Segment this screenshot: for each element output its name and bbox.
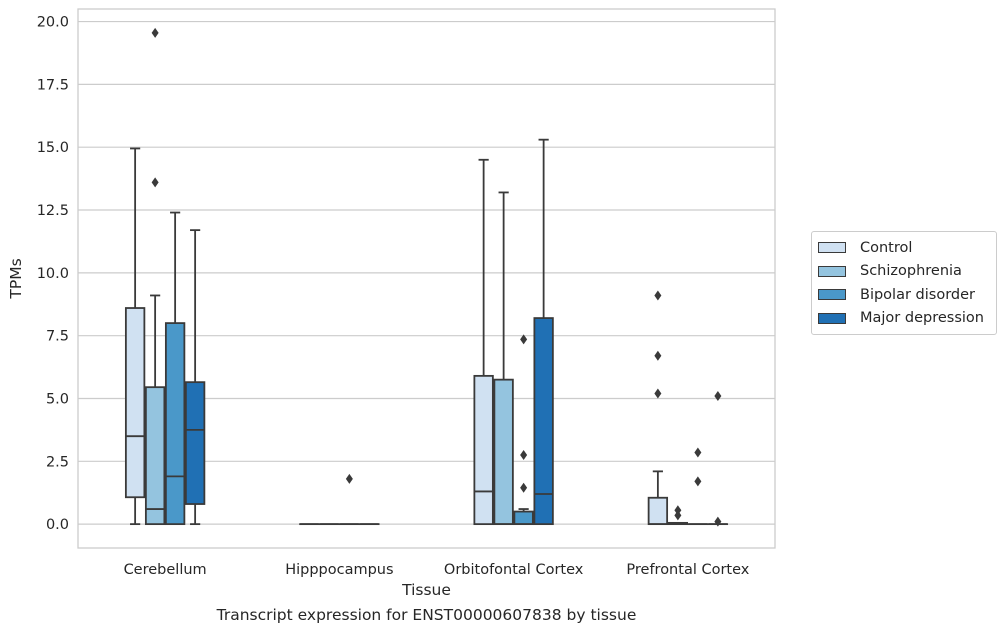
x-tick-label: Orbitofontal Cortex bbox=[444, 562, 584, 578]
legend-swatch bbox=[818, 312, 846, 324]
outlier-point bbox=[151, 177, 159, 188]
box-schizophrenia bbox=[144, 27, 166, 526]
x-axis-label: Tissue bbox=[401, 581, 451, 599]
y-tick-label: 0.0 bbox=[46, 517, 69, 533]
outlier-point bbox=[345, 473, 353, 484]
x-tick-label: Cerebellum bbox=[124, 562, 207, 578]
box-iqr bbox=[124, 307, 146, 499]
y-tick-labels: 0.0 2.5 5.0 7.5 10.0 12.5 15.0 17.5 20.0 bbox=[37, 15, 69, 534]
box-iqr bbox=[184, 381, 206, 505]
box-iqr bbox=[533, 317, 554, 526]
box-major-depression bbox=[707, 390, 729, 527]
x-tick-label: Prefrontal Cortex bbox=[626, 562, 749, 578]
outlier-point bbox=[520, 450, 528, 461]
legend-swatch bbox=[818, 242, 846, 254]
boxes bbox=[124, 27, 729, 527]
outlier-point bbox=[654, 388, 662, 399]
box-control bbox=[124, 147, 146, 526]
legend-label: Major depression bbox=[860, 310, 984, 327]
legend-swatch bbox=[818, 289, 846, 301]
box-bipolar-disorder bbox=[164, 211, 186, 526]
box-bipolar-disorder bbox=[339, 473, 360, 526]
y-tick-label: 12.5 bbox=[37, 203, 69, 219]
outlier-point bbox=[520, 482, 528, 493]
y-tick-label: 5.0 bbox=[46, 391, 69, 407]
legend-swatch bbox=[818, 265, 846, 277]
y-tick-label: 17.5 bbox=[37, 77, 69, 93]
outlier-point bbox=[654, 350, 662, 361]
legend-item: Control bbox=[812, 236, 996, 260]
outlier-point bbox=[151, 27, 159, 38]
chart-caption: Transcript expression for ENST0000060783… bbox=[216, 606, 637, 624]
box-iqr bbox=[493, 378, 514, 526]
outlier-point bbox=[714, 390, 722, 401]
box-control bbox=[473, 158, 494, 526]
y-axis-label: TPMs bbox=[7, 258, 25, 299]
outlier-point bbox=[520, 334, 528, 345]
outlier-point bbox=[674, 510, 682, 521]
y-tick-label: 10.0 bbox=[37, 266, 69, 282]
box-schizophrenia bbox=[667, 505, 689, 526]
y-tick-label: 20.0 bbox=[37, 15, 69, 31]
box-bipolar-disorder bbox=[687, 447, 709, 526]
outlier-point bbox=[694, 476, 702, 487]
y-tick-label: 15.0 bbox=[37, 140, 69, 156]
outlier-point bbox=[714, 516, 722, 527]
legend-label: Schizophrenia bbox=[860, 263, 962, 280]
y-tick-label: 2.5 bbox=[46, 454, 69, 470]
box-major-depression bbox=[184, 229, 206, 526]
legend-item: Schizophrenia bbox=[812, 260, 996, 284]
legend-label: Bipolar disorder bbox=[860, 286, 975, 303]
y-tick-label: 7.5 bbox=[46, 329, 69, 345]
legend-label: Control bbox=[860, 239, 913, 256]
box-schizophrenia bbox=[493, 191, 514, 526]
outlier-point bbox=[654, 290, 662, 301]
box-iqr bbox=[513, 510, 534, 526]
box-iqr bbox=[647, 496, 669, 526]
box-iqr bbox=[144, 386, 166, 526]
outlier-point bbox=[694, 447, 702, 458]
box-major-depression bbox=[533, 138, 554, 526]
legend-item: Major depression bbox=[812, 307, 996, 331]
box-iqr bbox=[473, 374, 494, 526]
outlier-point bbox=[674, 505, 682, 516]
box-bipolar-disorder bbox=[513, 334, 534, 526]
x-tick-label: Hipppocampus bbox=[285, 562, 393, 578]
plot-frame bbox=[77, 8, 776, 549]
legend: Control Schizophrenia Bipolar disorder Majo… bbox=[811, 231, 997, 335]
box-iqr bbox=[164, 322, 186, 526]
x-tick-labels: Cerebellum Hipppocampus Orbitofontal Corte… bbox=[124, 562, 750, 578]
legend-item: Bipolar disorder bbox=[812, 283, 996, 307]
box-control bbox=[647, 290, 669, 526]
